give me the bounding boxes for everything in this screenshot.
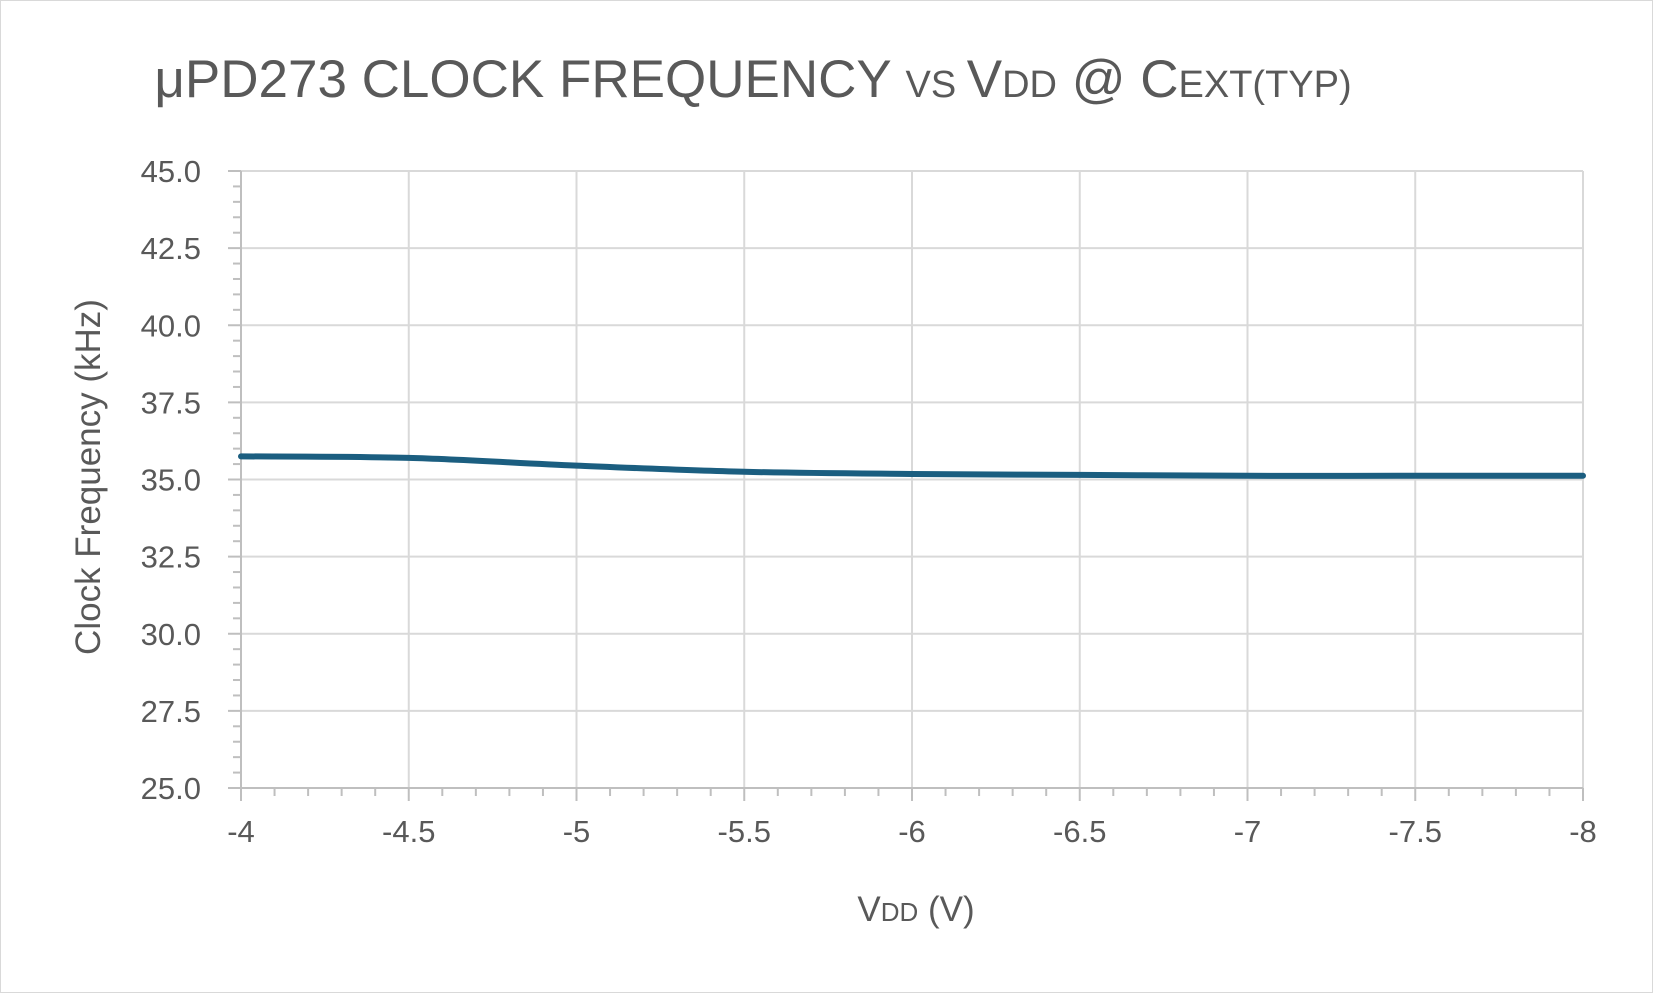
y-tick-label: 40.0 [141,308,201,343]
x-tick-label: -6 [898,814,926,849]
text-part: VS [906,64,967,106]
text-part: V [857,890,881,929]
x-tick-label: -6.5 [1053,814,1106,849]
y-tick-label: 32.5 [141,540,201,575]
x-tick-label: -8 [1569,814,1597,849]
grid-layer [241,171,1583,788]
y-axis-title: Clock Frequency (kHz) [69,299,108,655]
text-part: DD [881,897,919,927]
text-part: V [967,50,1003,109]
text-part: μPD273 CLOCK FREQUENCY [154,50,905,109]
text-part: (V) [918,890,974,929]
y-tick-label: 25.0 [141,771,201,806]
chart-title: μPD273 CLOCK FREQUENCY VS VDD @ CEXT(TYP… [154,50,1351,109]
text-part: EXT(TYP) [1179,64,1352,106]
y-tick-label: 30.0 [141,617,201,652]
x-axis-title: VDD (V) [857,890,974,929]
tick-label-layer: 25.0 27.5 30.0 32.5 35.0 37.5 40.0 42.5 45.0 -4 -4… [141,154,1597,849]
y-tick-label: 42.5 [141,231,201,266]
x-tick-label: -5.5 [718,814,771,849]
y-tick-label: 37.5 [141,385,201,420]
y-tick-label: 45.0 [141,154,201,189]
x-tick-label: -4.5 [382,814,435,849]
x-tick-label: -7 [1234,814,1262,849]
text-part: DD [1002,64,1057,106]
y-tick-label: 35.0 [141,463,201,498]
x-tick-label: -7.5 [1389,814,1442,849]
y-tick-label: 27.5 [141,694,201,729]
axis-layer [228,171,1583,801]
text-part: @ C [1057,50,1179,109]
x-tick-label: -4 [227,814,255,849]
x-tick-label: -5 [563,814,591,849]
